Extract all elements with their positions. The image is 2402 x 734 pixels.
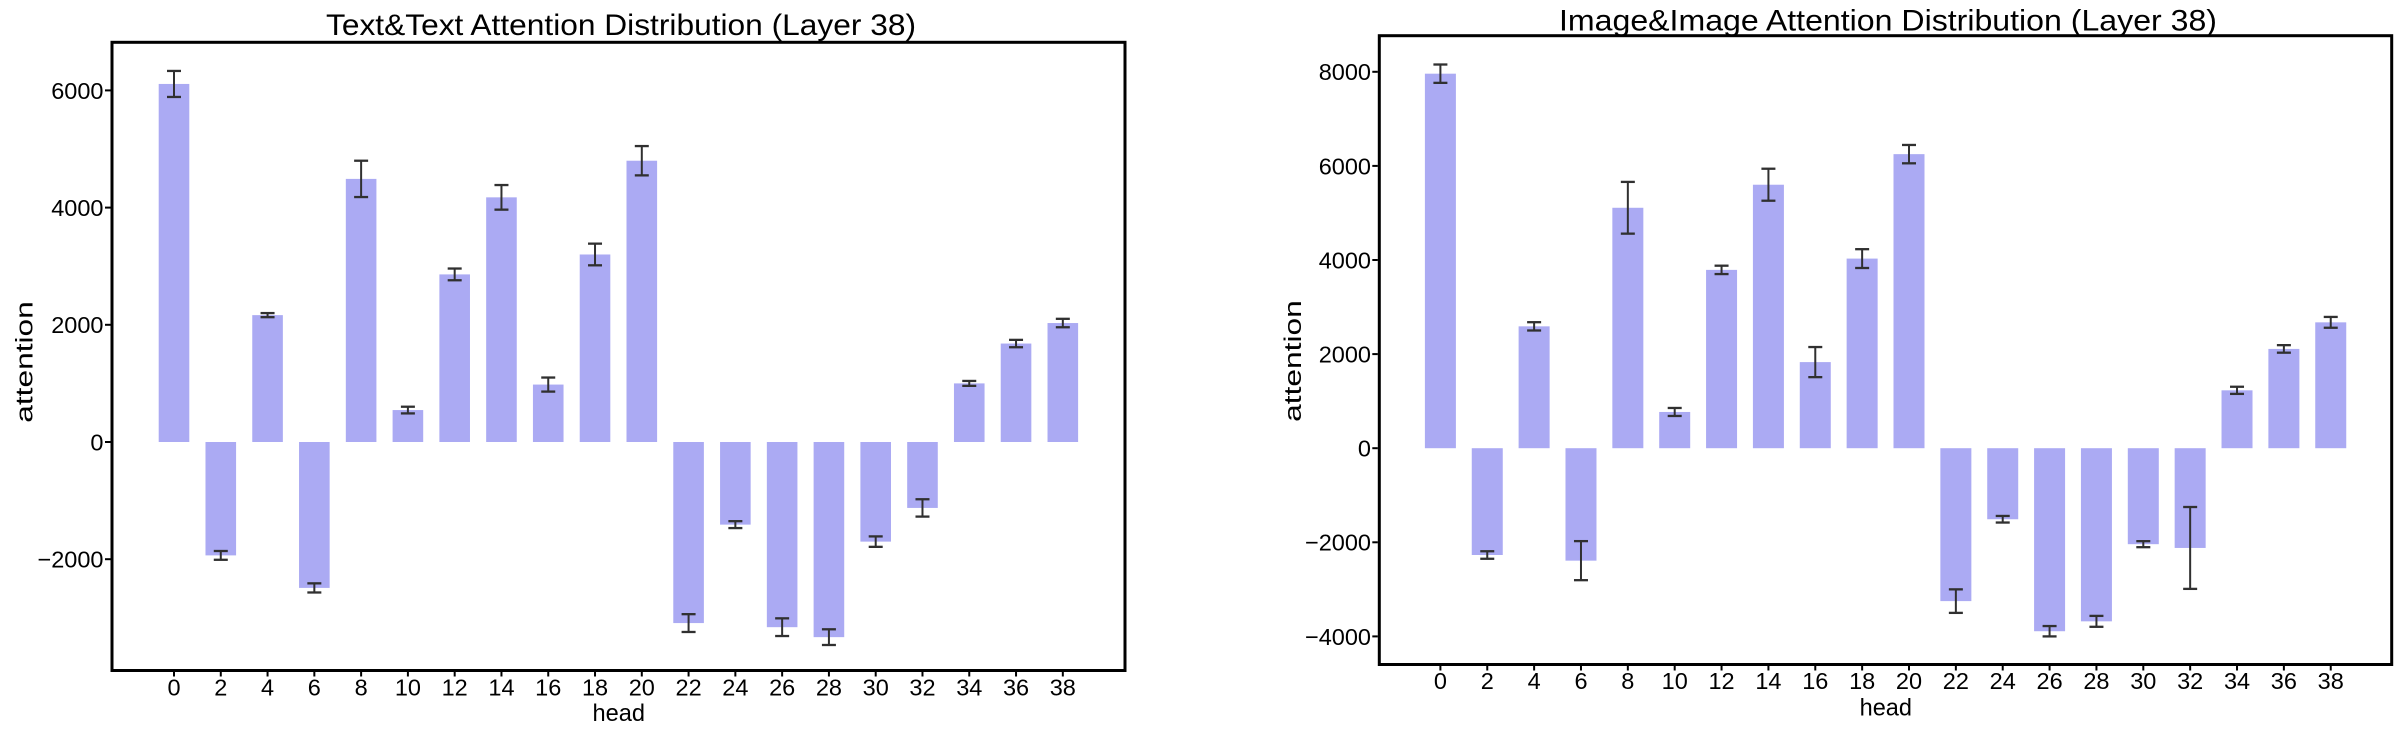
svg-text:22: 22 bbox=[676, 674, 702, 700]
svg-text:30: 30 bbox=[2130, 668, 2156, 694]
svg-text:2000: 2000 bbox=[51, 312, 103, 338]
svg-text:−4000: −4000 bbox=[1305, 624, 1371, 650]
svg-text:28: 28 bbox=[816, 674, 842, 700]
svg-text:32: 32 bbox=[2177, 668, 2203, 694]
svg-text:36: 36 bbox=[2271, 668, 2297, 694]
svg-text:−2000: −2000 bbox=[1305, 530, 1371, 556]
svg-text:Text&Text Attention Distributi: Text&Text Attention Distribution (Layer … bbox=[326, 9, 916, 42]
svg-text:10: 10 bbox=[1662, 668, 1688, 694]
svg-text:28: 28 bbox=[2083, 668, 2109, 694]
svg-text:−2000: −2000 bbox=[37, 547, 103, 573]
svg-text:Image&Image Attention Distribu: Image&Image Attention Distribution (Laye… bbox=[1559, 5, 2217, 38]
svg-text:0: 0 bbox=[90, 429, 103, 455]
svg-text:38: 38 bbox=[1050, 674, 1076, 700]
svg-text:head: head bbox=[1860, 695, 1912, 722]
svg-text:0: 0 bbox=[167, 674, 180, 700]
svg-text:10: 10 bbox=[395, 674, 421, 700]
svg-text:34: 34 bbox=[2224, 668, 2250, 694]
svg-text:30: 30 bbox=[863, 674, 889, 700]
svg-text:16: 16 bbox=[1802, 668, 1828, 694]
svg-text:8: 8 bbox=[355, 674, 368, 700]
svg-text:6000: 6000 bbox=[51, 78, 103, 104]
svg-text:26: 26 bbox=[2037, 668, 2063, 694]
svg-text:14: 14 bbox=[1755, 668, 1781, 694]
svg-text:2: 2 bbox=[214, 674, 227, 700]
svg-text:14: 14 bbox=[488, 674, 514, 700]
svg-text:12: 12 bbox=[1708, 668, 1734, 694]
svg-text:6: 6 bbox=[308, 674, 321, 700]
svg-text:24: 24 bbox=[722, 674, 748, 700]
svg-text:38: 38 bbox=[2318, 668, 2344, 694]
svg-text:32: 32 bbox=[909, 674, 935, 700]
svg-text:22: 22 bbox=[1943, 668, 1969, 694]
svg-text:12: 12 bbox=[442, 674, 468, 700]
svg-text:0: 0 bbox=[1434, 668, 1447, 694]
svg-text:8000: 8000 bbox=[1319, 59, 1371, 85]
svg-text:34: 34 bbox=[956, 674, 982, 700]
svg-text:6000: 6000 bbox=[1319, 153, 1371, 179]
svg-text:4000: 4000 bbox=[51, 195, 103, 221]
svg-text:18: 18 bbox=[582, 674, 608, 700]
svg-text:attention: attention bbox=[12, 301, 39, 423]
svg-text:0: 0 bbox=[1358, 436, 1371, 462]
svg-text:head: head bbox=[593, 700, 646, 727]
svg-text:20: 20 bbox=[629, 674, 655, 700]
svg-text:attention: attention bbox=[1280, 300, 1307, 422]
svg-text:36: 36 bbox=[1003, 674, 1029, 700]
svg-text:8: 8 bbox=[1621, 668, 1634, 694]
svg-text:16: 16 bbox=[535, 674, 561, 700]
svg-text:4: 4 bbox=[261, 674, 274, 700]
svg-text:2000: 2000 bbox=[1319, 342, 1371, 368]
svg-text:6: 6 bbox=[1574, 668, 1587, 694]
svg-text:4: 4 bbox=[1528, 668, 1541, 694]
svg-text:20: 20 bbox=[1896, 668, 1922, 694]
svg-text:24: 24 bbox=[1990, 668, 2016, 694]
svg-text:2: 2 bbox=[1481, 668, 1494, 694]
svg-text:4000: 4000 bbox=[1319, 247, 1371, 273]
svg-text:18: 18 bbox=[1849, 668, 1875, 694]
svg-text:26: 26 bbox=[769, 674, 795, 700]
